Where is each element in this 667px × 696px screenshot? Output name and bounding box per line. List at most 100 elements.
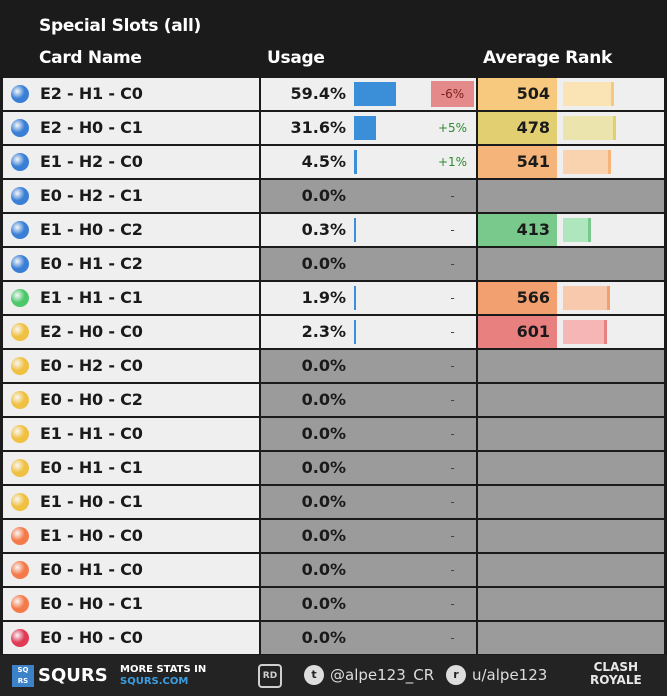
header-average-rank: Average Rank	[483, 48, 613, 68]
more-stats[interactable]: MORE STATS IN SQURS.COM	[120, 664, 206, 688]
usage-change: +5%	[437, 121, 468, 135]
table-row: E1 - H2 - C0 4.5% +1% 541	[3, 146, 664, 178]
usage-value: 2.3%	[301, 322, 346, 341]
usage-bar	[354, 82, 396, 106]
usage-change: -	[450, 359, 455, 373]
reddit-handle[interactable]: u/alpe123	[472, 666, 548, 684]
usage-value: 0.0%	[301, 594, 346, 613]
average-rank-cell	[478, 248, 664, 280]
card-name-cell: E0 - H2 - C1	[3, 180, 259, 212]
usage-cell: 1.9% -	[261, 282, 476, 314]
average-rank-cell	[478, 384, 664, 416]
usage-value: 0.0%	[301, 254, 346, 273]
card-name: E2 - H0 - C0	[40, 322, 143, 341]
usage-value: 0.0%	[301, 424, 346, 443]
usage-change: -	[450, 495, 455, 509]
average-rank-bar	[563, 116, 616, 140]
usage-value: 0.0%	[301, 458, 346, 477]
card-name: E0 - H1 - C0	[40, 560, 143, 579]
clash-royale-line2: ROYALE	[590, 673, 642, 687]
card-name-cell: E1 - H1 - C0	[3, 418, 259, 450]
twitter-icon: t	[304, 665, 324, 685]
average-rank-cell	[478, 418, 664, 450]
average-rank-cell	[478, 452, 664, 484]
rarity-dot-icon	[11, 459, 29, 477]
usage-value: 31.6%	[290, 118, 346, 137]
rarity-dot-icon	[11, 561, 29, 579]
usage-value: 59.4%	[290, 84, 346, 103]
rd-logo-icon: RD	[258, 664, 282, 688]
usage-value: 0.0%	[301, 492, 346, 511]
usage-change: -	[450, 223, 455, 237]
usage-value: 0.0%	[301, 390, 346, 409]
average-rank-value: 566	[478, 282, 557, 314]
card-name: E0 - H2 - C0	[40, 356, 143, 375]
usage-change: -	[450, 597, 455, 611]
average-rank-bar	[563, 150, 611, 174]
usage-change: -	[450, 529, 455, 543]
page-title: Special Slots (all)	[39, 16, 201, 36]
card-name-cell: E0 - H0 - C0	[3, 622, 259, 654]
more-stats-url[interactable]: SQURS.COM	[120, 676, 189, 687]
usage-change: -	[450, 393, 455, 407]
table-row: E0 - H2 - C1 0.0% -	[3, 180, 664, 212]
card-name-cell: E1 - H0 - C1	[3, 486, 259, 518]
average-rank-cell: 413	[478, 214, 664, 246]
table-row: E0 - H0 - C1 0.0% -	[3, 588, 664, 620]
usage-bar	[354, 150, 358, 174]
card-name-cell: E2 - H0 - C1	[3, 112, 259, 144]
usage-cell: 59.4% -6%	[261, 78, 476, 110]
card-name: E1 - H0 - C0	[40, 526, 143, 545]
average-rank-value: 504	[478, 78, 557, 110]
usage-cell: 0.0% -	[261, 350, 476, 382]
table-row: E2 - H1 - C0 59.4% -6% 504	[3, 78, 664, 110]
usage-change: +1%	[437, 155, 468, 169]
usage-value: 0.0%	[301, 628, 346, 647]
average-rank-cell: 504	[478, 78, 664, 110]
card-name-cell: E1 - H1 - C1	[3, 282, 259, 314]
card-name: E2 - H1 - C0	[40, 84, 143, 103]
card-name: E0 - H1 - C1	[40, 458, 143, 477]
usage-value: 1.9%	[301, 288, 346, 307]
average-rank-cell: 601	[478, 316, 664, 348]
card-name-cell: E2 - H0 - C0	[3, 316, 259, 348]
usage-change: -6%	[431, 81, 474, 107]
table-row: E0 - H1 - C2 0.0% -	[3, 248, 664, 280]
rarity-dot-icon	[11, 153, 29, 171]
rarity-dot-icon	[11, 221, 29, 239]
usage-cell: 2.3% -	[261, 316, 476, 348]
table-row: E0 - H1 - C1 0.0% -	[3, 452, 664, 484]
usage-change: -	[450, 461, 455, 475]
usage-value: 4.5%	[301, 152, 346, 171]
rarity-dot-icon	[11, 357, 29, 375]
footer: SQ RS SQURS MORE STATS IN SQURS.COM RD t…	[0, 655, 667, 696]
twitter-handle[interactable]: @alpe123_CR	[330, 666, 435, 684]
card-name-cell: E0 - H1 - C2	[3, 248, 259, 280]
usage-cell: 0.0% -	[261, 554, 476, 586]
table-row: E2 - H0 - C0 2.3% - 601	[3, 316, 664, 348]
usage-value: 0.0%	[301, 186, 346, 205]
card-name-cell: E0 - H1 - C0	[3, 554, 259, 586]
usage-change: -	[450, 291, 455, 305]
usage-cell: 31.6% +5%	[261, 112, 476, 144]
table-row: E2 - H0 - C1 31.6% +5% 478	[3, 112, 664, 144]
header: Special Slots (all) Card Name Usage Aver…	[0, 0, 667, 78]
usage-cell: 0.0% -	[261, 248, 476, 280]
rarity-dot-icon	[11, 255, 29, 273]
usage-cell: 0.0% -	[261, 622, 476, 654]
table-row: E0 - H2 - C0 0.0% -	[3, 350, 664, 382]
usage-change: -	[450, 631, 455, 645]
squrs-logo: SQ RS	[12, 665, 34, 687]
usage-cell: 0.0% -	[261, 452, 476, 484]
average-rank-bar	[563, 82, 614, 106]
card-name-cell: E1 - H0 - C0	[3, 520, 259, 552]
card-name: E1 - H1 - C0	[40, 424, 143, 443]
card-name: E1 - H0 - C2	[40, 220, 143, 239]
card-name: E1 - H1 - C1	[40, 288, 143, 307]
card-name: E0 - H0 - C0	[40, 628, 143, 647]
card-name: E1 - H2 - C0	[40, 152, 143, 171]
usage-change: -	[450, 325, 455, 339]
rarity-dot-icon	[11, 595, 29, 613]
card-name-cell: E0 - H2 - C0	[3, 350, 259, 382]
usage-change: -	[450, 427, 455, 441]
